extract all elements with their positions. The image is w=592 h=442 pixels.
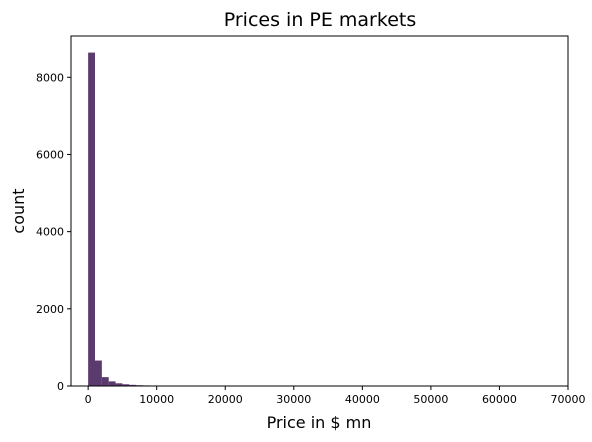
x-tick-label: 20000 bbox=[208, 393, 243, 406]
y-axis-title: count bbox=[9, 188, 28, 233]
x-tick-label: 70000 bbox=[551, 393, 586, 406]
y-tick-label: 2000 bbox=[36, 303, 64, 316]
chart-title: Prices in PE markets bbox=[224, 9, 416, 31]
bars-group bbox=[88, 52, 548, 386]
x-tick-label: 10000 bbox=[139, 393, 174, 406]
y-tick-label: 8000 bbox=[36, 71, 64, 84]
histogram-bar-5 bbox=[122, 384, 130, 386]
y-axis-ticks: 0 2000 4000 6000 8000 bbox=[36, 71, 71, 393]
histogram-bar-4 bbox=[115, 383, 123, 386]
y-tick-label: 6000 bbox=[36, 148, 64, 161]
histogram-bar-1 bbox=[94, 360, 102, 386]
histogram-bar-6 bbox=[129, 384, 137, 386]
x-tick-label: 0 bbox=[85, 393, 92, 406]
histogram-bar-0 bbox=[88, 52, 95, 386]
x-tick-label: 60000 bbox=[482, 393, 517, 406]
x-tick-label: 40000 bbox=[345, 393, 380, 406]
x-axis-title: Price in $ mn bbox=[267, 413, 372, 432]
x-tick-label: 30000 bbox=[276, 393, 311, 406]
x-axis-ticks: 0 10000 20000 30000 40000 50000 60000 70000 bbox=[85, 386, 586, 406]
y-tick-label: 4000 bbox=[36, 226, 64, 239]
y-tick-label: 0 bbox=[57, 380, 64, 393]
x-tick-label: 50000 bbox=[413, 393, 448, 406]
histogram-bar-3 bbox=[108, 381, 116, 386]
histogram-bar-2 bbox=[101, 377, 109, 386]
plot-frame bbox=[70, 35, 569, 387]
